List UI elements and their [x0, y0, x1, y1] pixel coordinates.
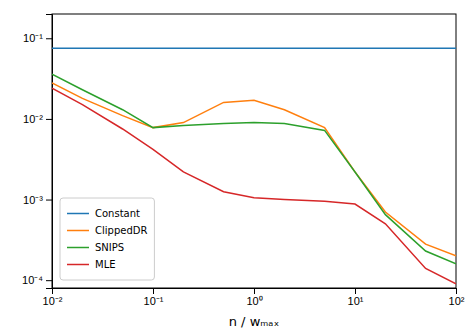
y-tick-mark	[46, 119, 52, 120]
x-tick: 10²	[449, 288, 465, 307]
legend-swatch	[67, 264, 89, 266]
y-tick-mark	[46, 200, 52, 201]
x-tick: 10⁻²	[43, 288, 63, 307]
x-tick-mark	[153, 288, 154, 294]
y-axis: 10⁻⁴ 10⁻³ 10⁻² 10⁻¹	[22, 15, 52, 289]
legend-swatch	[67, 247, 89, 249]
plot: 10⁻² 10⁻¹ 10⁰ 10¹ 10² 10⁻⁴ 10⁻³ 10⁻² 10⁻¹ Constan…	[22, 14, 465, 307]
legend-label: MLE	[95, 259, 116, 270]
y-tick-label: 10⁻⁴	[22, 274, 43, 286]
chart: 10⁻² 10⁻¹ 10⁰ 10¹ 10² 10⁻⁴ 10⁻³ 10⁻² 10⁻¹ Constan…	[0, 0, 474, 336]
legend-label: SNIPS	[95, 242, 124, 253]
x-axis-line	[53, 289, 457, 295]
series-line	[52, 88, 456, 284]
x-tick-label: 10⁻²	[43, 295, 63, 307]
x-tick-mark	[254, 288, 255, 294]
y-tick: 10⁻³	[23, 194, 52, 206]
x-tick-mark	[456, 288, 457, 294]
legend-label: Constant	[95, 208, 140, 219]
y-tick-label: 10⁻²	[23, 113, 43, 125]
y-tick: 10⁻¹	[23, 32, 52, 44]
y-tick-label: 10⁻³	[23, 194, 43, 206]
legend-swatch	[67, 230, 89, 232]
legend-label: ClippedDR	[95, 225, 147, 236]
series-line	[52, 83, 456, 256]
series-line	[52, 48, 456, 50]
lines	[52, 48, 456, 284]
y-tick-label: 10⁻¹	[23, 32, 43, 44]
x-tick-label: 10²	[449, 295, 465, 307]
x-axis: 10⁻² 10⁻¹ 10⁰ 10¹ 10²	[43, 288, 465, 307]
plot-frame	[52, 14, 456, 288]
y-axis-line	[46, 15, 53, 289]
x-tick: 10¹	[348, 288, 364, 307]
x-tick: 10⁻¹	[144, 288, 164, 307]
x-tick: 10⁰	[246, 288, 262, 307]
y-tick-mark	[46, 38, 52, 39]
legend-swatch	[67, 213, 89, 215]
x-tick-label: 10¹	[348, 295, 364, 307]
y-tick: 10⁻⁴	[22, 274, 52, 286]
x-axis-label: n / wₘₐₓ	[229, 314, 280, 329]
y-tick-mark	[46, 280, 52, 281]
y-tick: 10⁻²	[23, 113, 52, 125]
legend: Constant ClippedDR SNIPS MLE	[60, 198, 154, 280]
x-tick-mark	[355, 288, 356, 294]
legend-box	[60, 198, 154, 280]
x-tick-label: 10⁰	[246, 295, 262, 307]
x-tick-label: 10⁻¹	[144, 295, 164, 307]
